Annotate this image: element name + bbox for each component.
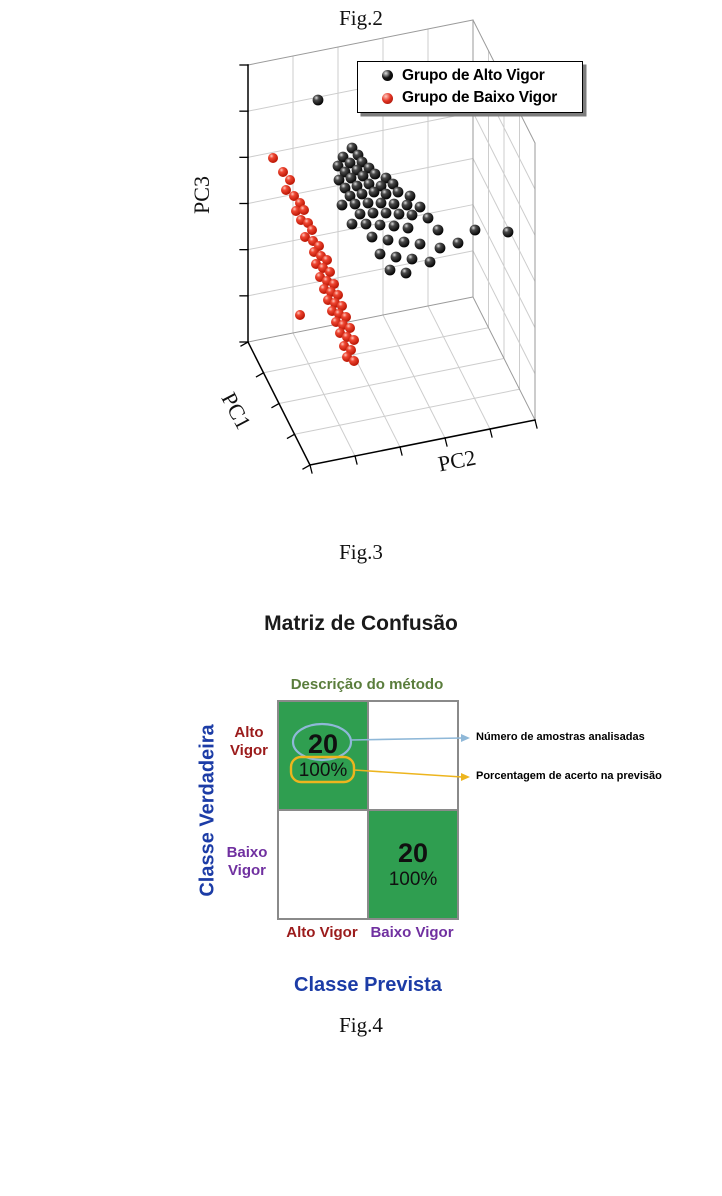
legend-item-alto-vigor: Grupo de Alto Vigor — [382, 67, 582, 85]
cell-percentage: 100% — [388, 868, 438, 890]
method-caption: Descrição do método — [290, 676, 444, 693]
alto-vigor-marker-icon — [382, 70, 393, 82]
fig3-caption: Fig.3 — [339, 540, 383, 564]
annotation-samples-text: Número de amostras analisadas — [476, 731, 645, 743]
pc3-axis-label: PC3 — [189, 176, 214, 214]
confusion-matrix-grid: 20 100% 20 100% — [277, 700, 459, 920]
row-label-baixo-vigor: Baixo Vigor — [226, 844, 268, 879]
pca-3d-scatter-plot — [239, 19, 538, 474]
scatter-legend: Grupo de Alto Vigor Grupo de Baixo Vigor — [357, 61, 583, 113]
cell-count: 20 — [397, 837, 429, 868]
row-label-alto-vigor: Alto Vigor — [229, 724, 269, 759]
legend-label-baixo-vigor: Grupo de Baixo Vigor — [402, 89, 558, 107]
cell-baixo-baixo: 20 100% — [368, 810, 458, 919]
confusion-matrix-title: Matriz de Confusão — [264, 612, 458, 635]
col-label-alto-vigor: Alto Vigor — [286, 924, 358, 941]
annotation-percentage-text: Porcentagem de acerto na previsão — [476, 770, 662, 782]
true-class-axis-label: Classe Verdadeira — [196, 724, 219, 897]
fig2-caption: Fig.2 — [339, 6, 383, 30]
cell-count: 20 — [307, 728, 339, 759]
cell-percentage: 100% — [298, 759, 348, 781]
fig4-caption: Fig.4 — [339, 1013, 383, 1037]
cell-alto-alto: 20 100% — [278, 701, 368, 810]
cell-alto-baixo — [368, 701, 458, 810]
baixo-vigor-marker-icon — [382, 92, 393, 104]
predicted-class-axis-label: Classe Prevista — [294, 974, 442, 996]
arrowhead-icon — [461, 734, 470, 742]
legend-label-alto-vigor: Grupo de Alto Vigor — [402, 66, 545, 84]
col-label-baixo-vigor: Baixo Vigor — [370, 924, 454, 941]
cell-baixo-alto — [278, 810, 368, 919]
arrowhead-icon — [461, 773, 470, 781]
legend-item-baixo-vigor: Grupo de Baixo Vigor — [382, 89, 582, 107]
